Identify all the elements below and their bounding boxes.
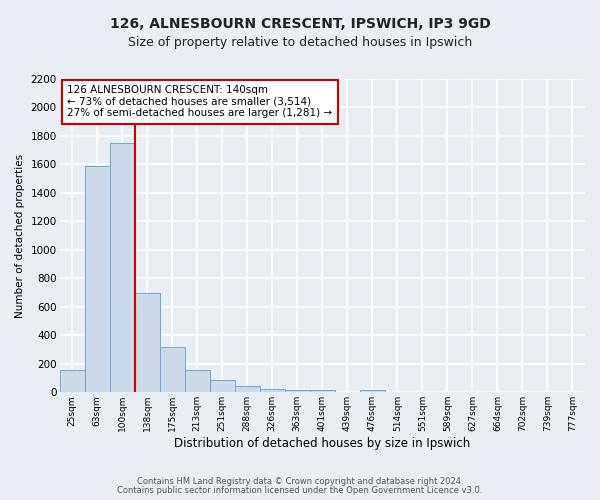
X-axis label: Distribution of detached houses by size in Ipswich: Distribution of detached houses by size … bbox=[174, 437, 470, 450]
Bar bbox=[134, 292, 160, 392]
Bar bbox=[59, 370, 85, 392]
Bar bbox=[235, 386, 260, 392]
Bar bbox=[285, 390, 310, 392]
Text: Size of property relative to detached houses in Ipswich: Size of property relative to detached ho… bbox=[128, 36, 472, 49]
Bar bbox=[160, 348, 185, 393]
Bar bbox=[110, 143, 134, 392]
Bar bbox=[360, 390, 385, 392]
Bar bbox=[85, 166, 110, 392]
Bar bbox=[310, 390, 335, 392]
Bar bbox=[210, 380, 235, 392]
Bar bbox=[185, 370, 210, 392]
Text: 126 ALNESBOURN CRESCENT: 140sqm
← 73% of detached houses are smaller (3,514)
27%: 126 ALNESBOURN CRESCENT: 140sqm ← 73% of… bbox=[67, 86, 332, 118]
Bar bbox=[260, 390, 285, 392]
Text: 126, ALNESBOURN CRESCENT, IPSWICH, IP3 9GD: 126, ALNESBOURN CRESCENT, IPSWICH, IP3 9… bbox=[110, 18, 490, 32]
Text: Contains public sector information licensed under the Open Government Licence v3: Contains public sector information licen… bbox=[118, 486, 482, 495]
Y-axis label: Number of detached properties: Number of detached properties bbox=[15, 154, 25, 318]
Text: Contains HM Land Registry data © Crown copyright and database right 2024.: Contains HM Land Registry data © Crown c… bbox=[137, 477, 463, 486]
